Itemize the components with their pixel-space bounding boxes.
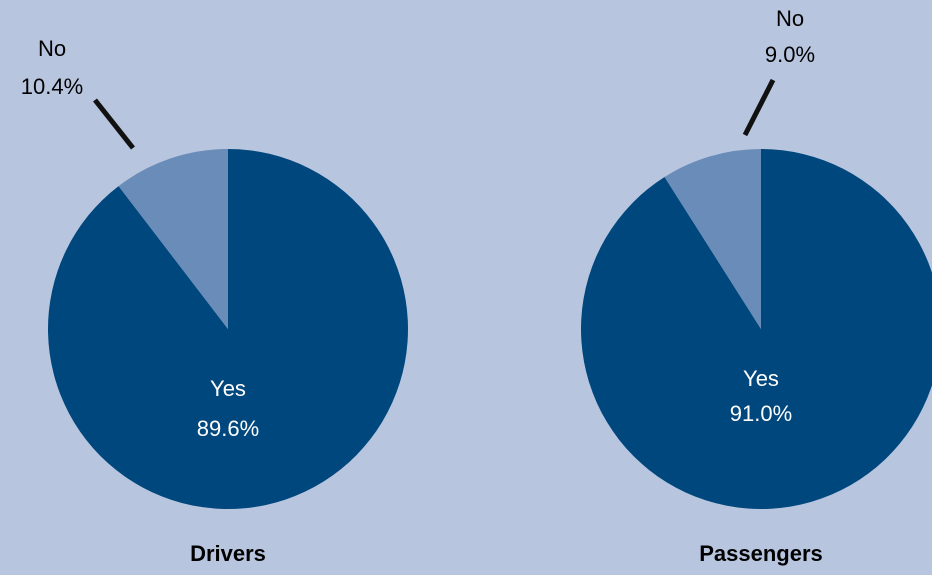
pie-slice — [664, 149, 761, 329]
slice-label: Yes — [210, 376, 246, 401]
slice-label: No — [38, 36, 66, 61]
pie-slice — [47, 149, 408, 509]
chart-title: Passengers — [699, 541, 823, 566]
slice-value-label: 9.0% — [765, 42, 815, 67]
pie-slice — [581, 149, 932, 509]
slice-value-label: 10.4% — [21, 74, 83, 99]
slice-value-label: 91.0% — [730, 401, 792, 426]
leader-line — [93, 98, 135, 150]
chart-title: Drivers — [190, 541, 266, 566]
pie-slice — [118, 149, 228, 329]
slice-value-label: 89.6% — [197, 416, 259, 441]
slice-label: No — [776, 6, 804, 31]
leader-line — [742, 78, 776, 137]
slice-label: Yes — [743, 366, 779, 391]
